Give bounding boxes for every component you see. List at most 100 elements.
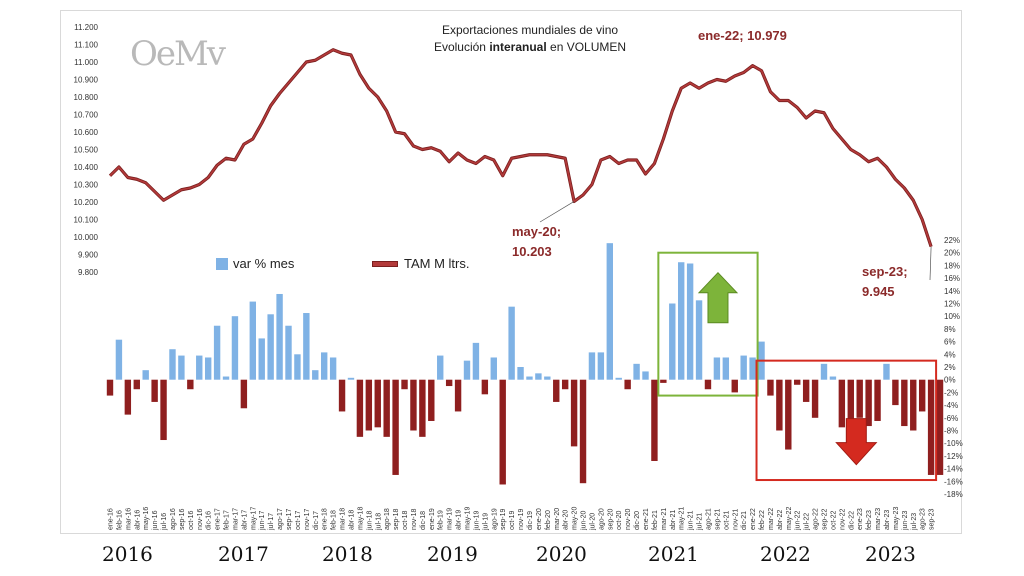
left-tick-label: 10.100 xyxy=(74,216,99,225)
bar xyxy=(570,379,578,447)
right-tick-label: 0% xyxy=(944,376,956,385)
bar xyxy=(321,352,328,380)
x-tick-label: jun-18 xyxy=(366,510,373,531)
bar xyxy=(615,377,622,380)
bar xyxy=(213,325,221,380)
bar xyxy=(811,379,819,418)
bar xyxy=(838,379,846,428)
bar xyxy=(829,376,837,380)
left-tick-label: 9.800 xyxy=(78,268,99,277)
up-arrow-icon xyxy=(697,271,739,324)
bar xyxy=(169,349,176,380)
right-tick-label: 2% xyxy=(944,363,956,372)
bar xyxy=(606,243,613,380)
bar xyxy=(731,379,738,393)
x-tick-label: abr-23 xyxy=(884,510,891,530)
bar xyxy=(347,377,355,380)
left-tick-label: 11.200 xyxy=(74,23,98,32)
bar-series xyxy=(106,243,944,485)
bar xyxy=(740,355,747,380)
left-tick-label: 10.700 xyxy=(74,111,99,120)
right-tick-label: 16% xyxy=(944,274,960,283)
x-tick-label: feb-21 xyxy=(652,510,659,530)
x-tick-label: may-23 xyxy=(893,507,900,530)
bar xyxy=(231,316,239,380)
x-tick-label: jul-16 xyxy=(161,513,168,531)
x-tick-label: jun-21 xyxy=(688,510,695,531)
x-tick-label: sep-17 xyxy=(286,508,293,530)
x-tick-label: mar-16 xyxy=(125,508,132,530)
left-tick-label: 10.500 xyxy=(74,146,99,155)
bar xyxy=(178,355,185,380)
x-tick-label: mar-22 xyxy=(768,508,775,530)
bar xyxy=(856,379,863,418)
x-tick-label: nov-17 xyxy=(304,508,311,530)
bar xyxy=(535,373,542,380)
bar xyxy=(249,301,256,380)
right-axis: -18% -16% -14% -12% -10% -8% -6% -4% -2% 0% 2% 4% 6%… xyxy=(944,236,963,499)
x-tick-label: feb-23 xyxy=(866,510,873,530)
x-tick-label: oct-22 xyxy=(830,510,837,530)
x-tick-label: nov-20 xyxy=(625,508,632,530)
bar xyxy=(142,370,149,380)
bar xyxy=(910,379,917,431)
bar xyxy=(383,379,390,437)
bar xyxy=(106,379,114,396)
bar xyxy=(365,379,373,431)
bar xyxy=(901,379,908,427)
x-tick-label: jul-18 xyxy=(375,513,382,531)
x-tick-label: ene-23 xyxy=(857,508,864,530)
right-tick-label: 4% xyxy=(944,350,956,359)
year-label: 2022 xyxy=(760,542,811,566)
bar xyxy=(428,379,435,421)
right-tick-label: -4% xyxy=(944,401,958,410)
left-tick-label: 10.200 xyxy=(74,198,99,207)
bar xyxy=(437,355,444,380)
bar xyxy=(419,379,426,437)
bar xyxy=(686,263,694,380)
bar xyxy=(401,379,408,390)
right-tick-label: -14% xyxy=(944,465,963,474)
bar xyxy=(517,367,524,380)
bar xyxy=(695,300,703,380)
bar xyxy=(874,379,881,421)
x-tick-label: ene-18 xyxy=(322,508,329,530)
year-label: 2019 xyxy=(427,542,478,566)
x-tick-label: oct-21 xyxy=(723,510,730,530)
bar xyxy=(704,379,712,390)
x-tick-label: sep-22 xyxy=(822,508,829,530)
left-tick-label: 10.600 xyxy=(74,128,99,137)
left-axis: 9.800 9.900 10.000 10.100 10.200 10.300 10.400… xyxy=(74,23,99,277)
legend-bars: var % mes xyxy=(216,256,294,271)
bar xyxy=(356,379,364,437)
annotation-leader xyxy=(539,201,575,223)
x-tick-label: may-18 xyxy=(357,507,364,530)
x-tick-label: may-21 xyxy=(679,507,686,530)
x-tick-label: dic-20 xyxy=(634,511,641,530)
x-tick-label: jun-17 xyxy=(259,510,266,531)
bar xyxy=(329,357,337,380)
bar xyxy=(785,379,792,450)
x-tick-label: may-19 xyxy=(465,507,472,530)
annotation-sep23: sep-23; 9.945 xyxy=(862,264,908,299)
legend-bar-swatch xyxy=(216,257,228,270)
left-tick-label: 11.100 xyxy=(74,41,98,50)
bar xyxy=(579,379,587,484)
x-tick-label: jun-16 xyxy=(152,510,159,531)
right-tick-label: 14% xyxy=(944,287,960,296)
x-tick-label: feb-19 xyxy=(438,510,445,530)
year-label: 2018 xyxy=(322,542,373,566)
x-tick-label: feb-20 xyxy=(545,510,552,530)
x-tick-label: dic-22 xyxy=(848,511,855,530)
bar xyxy=(624,379,631,390)
bar xyxy=(374,379,381,428)
bar xyxy=(303,313,310,380)
x-tick-label: ene-16 xyxy=(108,508,115,530)
x-tick-label: jul-20 xyxy=(589,513,596,531)
bar xyxy=(918,379,926,412)
bar xyxy=(187,379,194,390)
year-label: 2016 xyxy=(102,542,153,566)
x-tick-label: ene-20 xyxy=(536,508,543,530)
bar xyxy=(678,262,685,380)
